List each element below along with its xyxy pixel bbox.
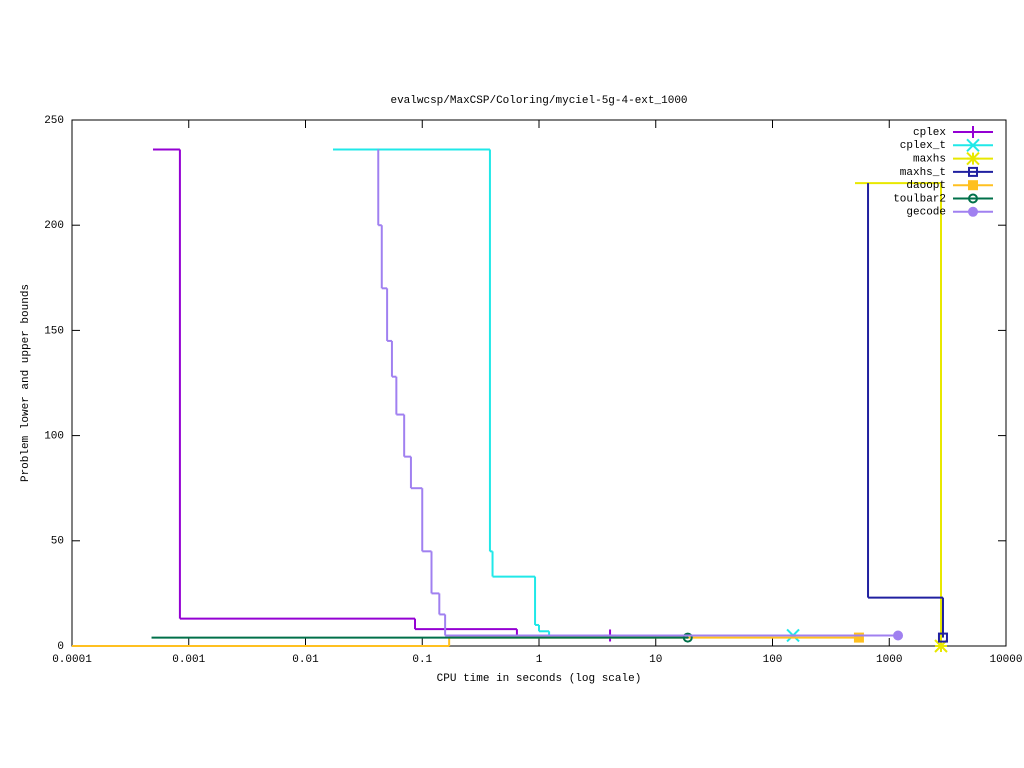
x-tick-label: 100 (763, 654, 783, 666)
marker-shape (968, 206, 978, 217)
marker-stroke (966, 138, 980, 153)
marker (967, 126, 979, 138)
legend-label: maxhs (913, 154, 946, 166)
series (332, 148, 794, 637)
marker-shape (937, 632, 948, 643)
x-axis-label: CPU time in seconds (log scale) (437, 673, 642, 685)
legend-label: maxhs_t (900, 167, 946, 179)
series (867, 183, 944, 638)
y-tick-label: 0 (57, 641, 64, 653)
marker (968, 180, 978, 191)
x-tick-label: 0.1 (412, 654, 432, 666)
x-tick-label: 1000 (876, 654, 902, 666)
series (377, 148, 899, 637)
y-tick-label: 50 (51, 536, 64, 548)
series (152, 148, 611, 637)
legend-label: gecode (906, 207, 946, 219)
x-tick-label: 0.0001 (52, 654, 92, 666)
marker-shape (893, 630, 904, 641)
series (72, 636, 859, 647)
legend-label: cplex_t (900, 140, 946, 152)
marker-shape (682, 632, 693, 643)
y-tick-label: 200 (44, 220, 64, 232)
marker-shape (968, 180, 978, 191)
marker-shape (686, 636, 689, 639)
marker-shape (968, 193, 978, 204)
y-tick-label: 100 (44, 431, 64, 443)
x-tick-label: 1 (536, 654, 543, 666)
y-tick-label: 250 (44, 115, 64, 127)
marker (682, 632, 693, 643)
marker-shape (972, 197, 974, 200)
marker (966, 151, 980, 166)
legend-label: cplex (913, 127, 946, 139)
marker-stroke (966, 151, 980, 166)
y-axis-label: Problem lower and upper bounds (20, 284, 32, 482)
legend-label: daoopt (906, 180, 946, 192)
marker (966, 138, 980, 153)
x-tick-label: 0.01 (292, 654, 319, 666)
marker (968, 206, 978, 217)
x-tick-label: 10000 (989, 654, 1022, 666)
y-tick-label: 150 (44, 325, 64, 337)
marker (853, 632, 864, 643)
marker-shape (853, 632, 864, 643)
x-tick-label: 0.001 (172, 654, 205, 666)
legend-label: toulbar2 (893, 193, 946, 205)
chart-title: evalwcsp/MaxCSP/Coloring/myciel-5g-4-ext… (390, 95, 687, 107)
marker (968, 193, 978, 204)
plot-frame (71, 119, 1007, 647)
marker (937, 632, 948, 643)
marker (893, 630, 904, 641)
marker-shape (968, 166, 978, 177)
series (855, 182, 943, 646)
x-tick-label: 10 (649, 654, 662, 666)
marker (968, 166, 978, 177)
